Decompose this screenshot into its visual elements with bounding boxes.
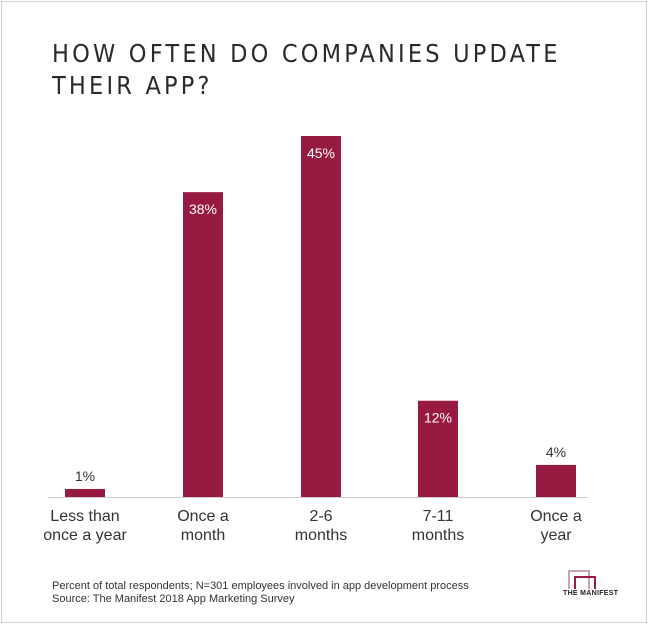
category-label-line: Once a — [177, 508, 229, 525]
category-label-line: once a year — [43, 527, 127, 544]
category-label-line: 2-6 — [309, 508, 332, 525]
category-label-4: 7-11 months — [412, 508, 464, 544]
chart-title: HOW OFTEN DO COMPANIES UPDATE THEIR APP? — [52, 39, 561, 100]
category-label-line: Less than — [50, 508, 119, 525]
footnote: Percent of total respondents; N=301 empl… — [52, 580, 469, 606]
category-label-line: 7-11 — [423, 508, 454, 525]
logo-text: THE MANIFEST — [562, 589, 620, 598]
bar-value-label-2: 38% — [189, 201, 217, 217]
bar-value-label-1: 1% — [75, 468, 95, 484]
category-label-3: 2-6 months — [295, 508, 347, 544]
category-label-line: Once a — [530, 508, 582, 525]
category-label-5: Once a year — [530, 508, 582, 544]
category-label-line: year — [540, 527, 572, 544]
footnote-source: Source: The Manifest 2018 App Marketing … — [52, 593, 295, 605]
bar-value-label-3: 45% — [307, 145, 335, 161]
bar-5 — [536, 464, 576, 497]
category-label-line: months — [412, 527, 464, 544]
bar-3 — [301, 136, 341, 497]
category-label-2: Once a month — [177, 508, 229, 544]
category-label-1: Less than once a year — [43, 508, 127, 544]
footnote-respondents: Percent of total respondents; N=301 empl… — [52, 580, 469, 592]
category-label-line: months — [295, 527, 347, 544]
bar-2 — [183, 192, 223, 497]
the-manifest-logo: THE MANIFEST — [562, 570, 620, 610]
category-label-line: month — [181, 527, 225, 544]
bar-value-label-4: 12% — [424, 410, 452, 426]
bar-1 — [65, 488, 105, 497]
bar-value-label-5: 4% — [546, 444, 566, 460]
bar-4 — [418, 400, 458, 497]
